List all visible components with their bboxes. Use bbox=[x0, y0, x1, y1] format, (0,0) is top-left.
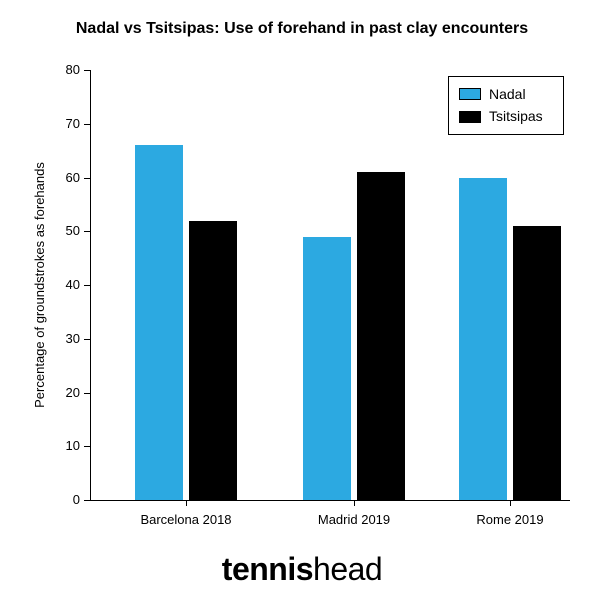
bar bbox=[459, 178, 507, 501]
x-tick bbox=[354, 500, 355, 506]
y-tick-label: 0 bbox=[50, 492, 80, 507]
tennishead-logo: tennishead bbox=[0, 551, 604, 588]
logo-light: head bbox=[313, 551, 382, 587]
logo-bold: tennis bbox=[222, 551, 313, 587]
legend-label: Tsitsipas bbox=[489, 105, 543, 127]
y-tick-label: 70 bbox=[50, 116, 80, 131]
legend-swatch bbox=[459, 111, 481, 123]
bar bbox=[189, 221, 237, 501]
x-axis-line bbox=[90, 500, 570, 501]
y-tick bbox=[84, 339, 90, 340]
y-tick bbox=[84, 393, 90, 394]
x-tick bbox=[186, 500, 187, 506]
y-tick bbox=[84, 231, 90, 232]
chart-title: Nadal vs Tsitsipas: Use of forehand in p… bbox=[0, 20, 604, 38]
legend-label: Nadal bbox=[489, 83, 526, 105]
y-tick-label: 80 bbox=[50, 62, 80, 77]
legend-row: Tsitsipas bbox=[459, 105, 553, 127]
y-tick bbox=[84, 178, 90, 179]
y-axis-label: Percentage of groundstrokes as forehands bbox=[32, 70, 47, 500]
x-tick-label: Barcelona 2018 bbox=[116, 512, 256, 527]
bar bbox=[135, 145, 183, 500]
y-tick-label: 20 bbox=[50, 385, 80, 400]
y-tick bbox=[84, 124, 90, 125]
x-tick-label: Madrid 2019 bbox=[284, 512, 424, 527]
y-axis-line bbox=[90, 70, 91, 500]
legend-row: Nadal bbox=[459, 83, 553, 105]
y-tick bbox=[84, 500, 90, 501]
y-tick-label: 50 bbox=[50, 223, 80, 238]
x-tick bbox=[510, 500, 511, 506]
y-tick bbox=[84, 70, 90, 71]
bar bbox=[303, 237, 351, 500]
y-tick bbox=[84, 285, 90, 286]
y-tick-label: 10 bbox=[50, 438, 80, 453]
chart-container: Nadal vs Tsitsipas: Use of forehand in p… bbox=[0, 0, 604, 604]
y-tick-label: 40 bbox=[50, 277, 80, 292]
y-tick bbox=[84, 446, 90, 447]
y-tick-label: 60 bbox=[50, 170, 80, 185]
legend-swatch bbox=[459, 88, 481, 100]
legend: NadalTsitsipas bbox=[448, 76, 564, 135]
y-tick-label: 30 bbox=[50, 331, 80, 346]
bar bbox=[357, 172, 405, 500]
x-tick-label: Rome 2019 bbox=[440, 512, 580, 527]
bar bbox=[513, 226, 561, 500]
